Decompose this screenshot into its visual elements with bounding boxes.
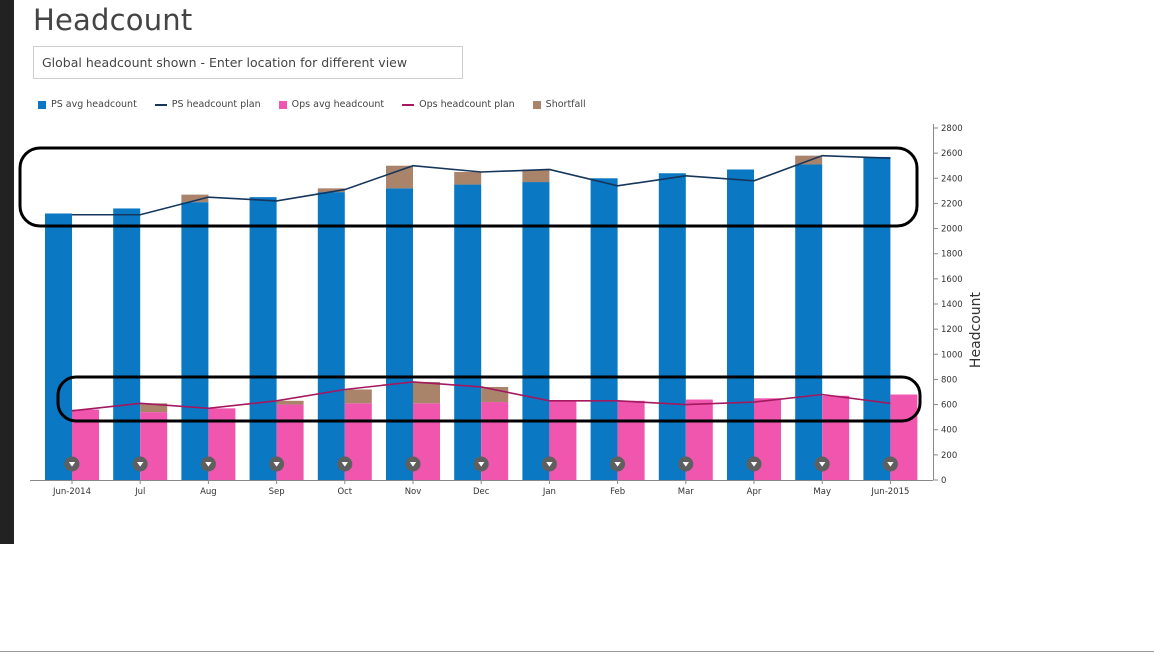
legend-item-shortfall[interactable]: Shortfall <box>532 99 586 110</box>
bottom-divider <box>0 651 1154 652</box>
annotation-oval-top <box>18 146 919 228</box>
line-ps-headcount-plan[interactable] <box>72 154 891 216</box>
legend-label: PS avg headcount <box>51 99 137 110</box>
bar-shortfall-ops[interactable] <box>344 389 372 404</box>
chevron-down-icon <box>819 462 826 467</box>
legend-swatch <box>154 103 167 106</box>
chevron-down-icon <box>68 462 76 467</box>
bar-ps-avg[interactable] <box>317 192 345 480</box>
y-tick-label: 1000 <box>941 350 963 360</box>
bar-ps-avg[interactable] <box>795 164 823 480</box>
chevron-down-icon <box>887 462 894 467</box>
x-tick-label: Sep <box>269 487 285 497</box>
x-tick-label: Aug <box>200 487 217 497</box>
x-tick-label: Jul <box>134 487 145 497</box>
y-tick-label: 1400 <box>941 300 963 310</box>
bar-shortfall-ps[interactable] <box>317 188 345 193</box>
bar-ps-avg[interactable] <box>386 188 413 481</box>
bar-shortfall-ps[interactable] <box>522 169 550 183</box>
y-tick-label: 2600 <box>941 149 963 159</box>
chevron-down-icon <box>750 462 758 467</box>
bar-ps-avg[interactable] <box>45 213 72 480</box>
location-input[interactable] <box>33 46 463 79</box>
bar-ps-avg[interactable] <box>113 208 141 480</box>
legend-item-ops-avg[interactable]: Ops avg headcount <box>278 99 385 110</box>
page-title: Headcount <box>33 3 193 37</box>
chevron-down-icon <box>682 462 689 467</box>
y-tick-label: 800 <box>941 375 957 385</box>
chevron-down-icon <box>341 462 348 467</box>
x-tick-label: Jun-2014 <box>52 487 91 497</box>
y-tick-label: 2400 <box>941 174 963 184</box>
left-edge-bar <box>0 0 14 544</box>
legend-label: PS headcount plan <box>171 99 261 110</box>
y-tick-label: 2000 <box>941 225 963 235</box>
bar-shortfall-ps[interactable] <box>454 172 482 185</box>
y-tick-label: 0 <box>941 476 946 486</box>
y-tick-label: 600 <box>941 401 957 411</box>
x-tick-label: Apr <box>747 487 762 497</box>
legend-swatch <box>402 103 415 106</box>
chevron-down-icon <box>614 462 621 467</box>
bar-shortfall-ps[interactable] <box>386 165 413 189</box>
annotation-oval-bottom <box>56 375 922 423</box>
legend-item-ops-plan[interactable]: Ops headcount plan <box>402 99 515 110</box>
legend-swatch <box>38 100 46 109</box>
bar-shortfall-ops[interactable] <box>140 403 168 413</box>
legend-label: Ops avg headcount <box>291 99 385 110</box>
y-tick-label: 2200 <box>941 199 963 209</box>
legend-label: Shortfall <box>545 99 586 110</box>
y-tick-label: 1200 <box>941 325 963 335</box>
x-tick-label: Jun-2015 <box>870 487 909 497</box>
bar-ps-avg[interactable] <box>727 169 754 480</box>
legend-swatch <box>532 100 541 109</box>
chevron-down-icon <box>273 462 280 467</box>
bar-ps-avg[interactable] <box>590 178 618 481</box>
y-tick-label: 400 <box>941 426 957 436</box>
chevron-down-icon <box>409 462 417 467</box>
chevron-down-icon <box>546 462 553 467</box>
bar-ps-avg[interactable] <box>658 173 686 480</box>
y-tick-label: 1600 <box>941 275 963 285</box>
y-axis-label: Headcount <box>968 291 984 368</box>
line-ops-headcount-plan[interactable] <box>71 381 891 412</box>
chevron-down-icon <box>205 462 212 467</box>
bar-ps-avg[interactable] <box>522 182 550 481</box>
y-tick-label: 200 <box>941 451 957 461</box>
x-tick-label: Mar <box>678 487 695 497</box>
y-tick-label: 2800 <box>941 124 963 134</box>
legend-item-ps-plan[interactable]: PS headcount plan <box>154 99 261 110</box>
x-tick-label: Dec <box>473 487 490 497</box>
bar-ps-avg[interactable] <box>181 202 209 480</box>
bar-ps-avg[interactable] <box>454 184 482 481</box>
legend-item-ps-avg[interactable]: PS avg headcount <box>38 99 137 110</box>
y-tick-label: 1800 <box>941 250 963 260</box>
legend-swatch <box>278 100 287 109</box>
x-tick-label: Feb <box>610 487 625 497</box>
bar-ps-avg[interactable] <box>249 197 277 480</box>
bar-shortfall-ops[interactable] <box>413 381 440 404</box>
bar-shortfall-ps[interactable] <box>181 194 209 203</box>
legend-label: Ops headcount plan <box>419 99 515 110</box>
chevron-down-icon <box>137 462 144 467</box>
chevron-down-icon <box>478 462 485 467</box>
chart-legend: PS avg headcount PS headcount plan Ops a… <box>38 99 604 110</box>
bar-shortfall-ops[interactable] <box>276 400 304 405</box>
x-tick-label: Oct <box>337 487 352 497</box>
x-tick-label: Nov <box>405 487 422 497</box>
x-tick-label: May <box>813 487 831 497</box>
x-tick-label: Jan <box>542 487 556 497</box>
bar-ps-avg[interactable] <box>863 156 891 480</box>
